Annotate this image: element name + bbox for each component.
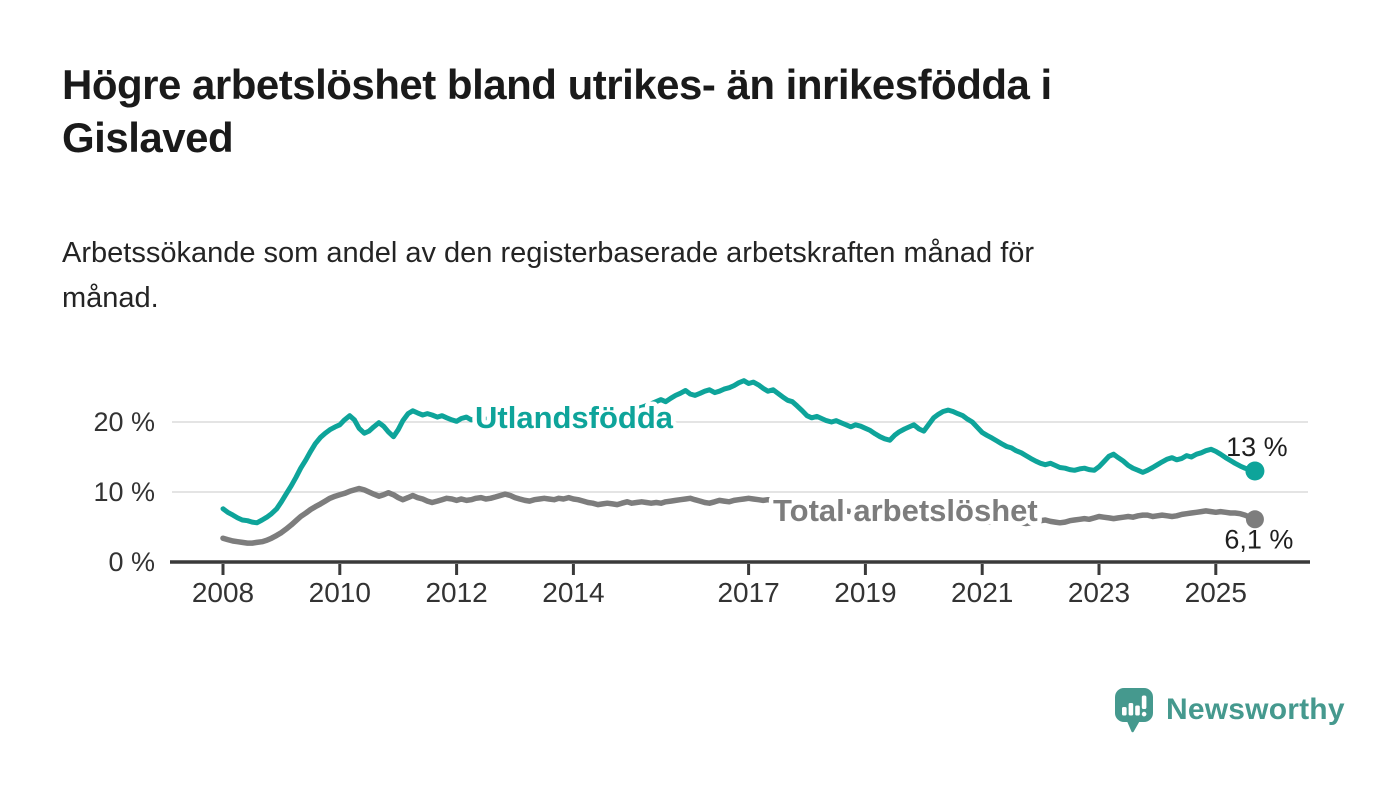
newsworthy-logo-icon <box>1115 688 1153 733</box>
unemployment-chart: 0 % 10 % 20 % 2008 2010 2012 2014 2017 2019 2021 2… <box>93 378 1310 608</box>
end-value-label-utlandsfodda: 13 % <box>1226 432 1288 462</box>
series-line-utlandsfodda <box>220 378 1258 526</box>
x-tick-label-2010: 2010 <box>309 577 371 608</box>
x-tick-label-2017: 2017 <box>717 577 779 608</box>
x-tick-label-2021: 2021 <box>951 577 1013 608</box>
logo-exclamation <box>1141 695 1147 717</box>
y-tick-label-10: 10 % <box>93 477 155 507</box>
x-tick-label-2023: 2023 <box>1068 577 1130 608</box>
page-subtitle: Arbetssökande som andel av den registerb… <box>62 231 1034 321</box>
series-label-halo-utlandsfodda: Utlandsfödda <box>475 400 674 435</box>
x-tick-label-2008: 2008 <box>192 577 254 608</box>
logo-bubble-tail <box>1125 716 1142 733</box>
series-end-dot-utlandsfodda <box>1245 461 1265 481</box>
series-line-total-arbetsloshet <box>220 485 1258 546</box>
newsworthy-brand: Newsworthy <box>1114 687 1345 733</box>
page-subtitle-line1: Arbetssökande som andel av den registerb… <box>62 237 1035 269</box>
x-tick-label-2025: 2025 <box>1185 577 1247 608</box>
series-label-utlandsfodda: Utlandsfödda <box>475 400 674 435</box>
x-tick-label-2012: 2012 <box>425 577 487 608</box>
logo-bars <box>1122 703 1140 716</box>
x-tick-label-2019: 2019 <box>834 577 896 608</box>
end-value-label-total-arbetsloshet: 6,1 % <box>1224 524 1293 554</box>
page-subtitle-line2: månad. <box>62 282 159 314</box>
y-tick-label-0: 0 % <box>108 547 155 577</box>
x-tick-label-2014: 2014 <box>542 577 604 608</box>
series-end-dot-total-arbetsloshet <box>1245 510 1264 529</box>
page-title: Högre arbetslöshet bland utrikes- än inr… <box>62 58 1052 164</box>
newsworthy-wordmark: Newsworthy <box>1166 693 1345 726</box>
y-tick-label-20: 20 % <box>93 407 155 437</box>
series-label-halo-total-arbetsloshet: Total arbetslöshet <box>773 493 1038 528</box>
page-title-line1: Högre arbetslöshet bland utrikes- än inr… <box>62 61 1052 108</box>
page-title-line2: Gislaved <box>62 114 234 161</box>
series-label-total-arbetsloshet: Total arbetslöshet <box>773 493 1038 528</box>
